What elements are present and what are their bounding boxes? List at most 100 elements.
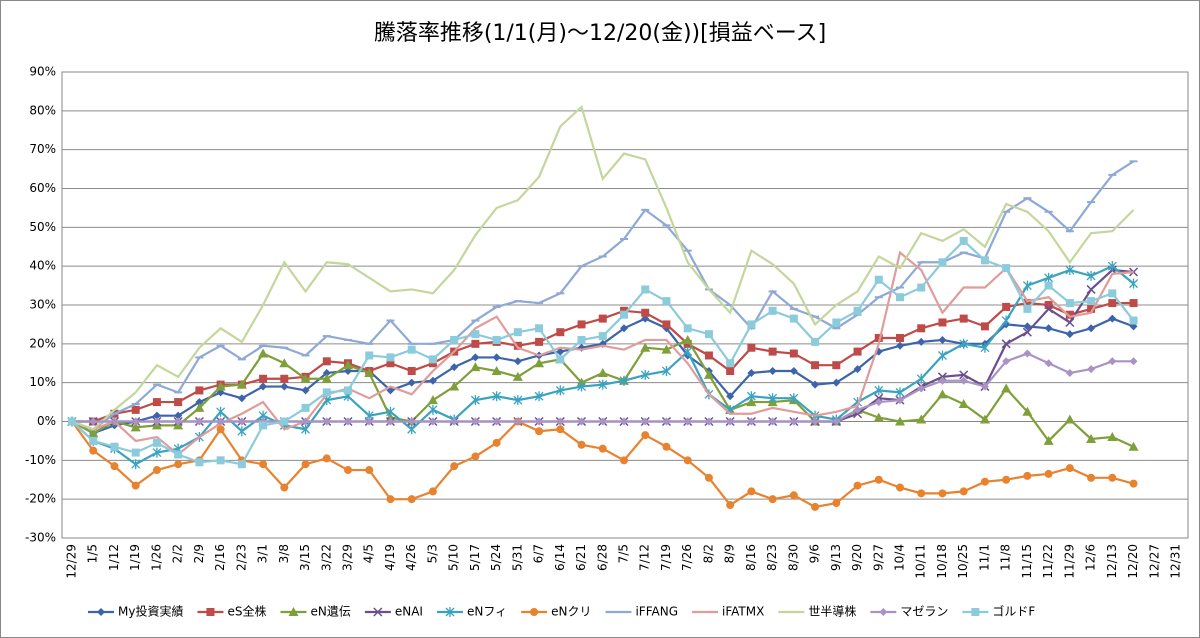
point	[89, 446, 98, 455]
point	[450, 462, 459, 471]
point	[492, 391, 502, 402]
point	[916, 414, 927, 424]
point	[89, 417, 98, 426]
point	[641, 417, 650, 426]
legend-label: eNAI	[395, 605, 423, 619]
legend-label: eS全株	[227, 604, 266, 619]
point	[450, 417, 459, 426]
x-tick-label: 8/2	[701, 544, 715, 563]
point	[300, 373, 311, 383]
point	[301, 403, 310, 412]
point	[174, 417, 183, 426]
x-tick-label: 7/5	[617, 544, 631, 563]
point	[598, 379, 608, 390]
point	[641, 308, 650, 317]
x-tick-label: 11/15	[1020, 544, 1034, 579]
point	[470, 395, 480, 406]
point	[938, 335, 947, 344]
x-tick-label: 5/10	[447, 544, 461, 571]
point	[322, 357, 331, 366]
point	[492, 438, 501, 447]
point	[726, 392, 735, 401]
point	[1044, 301, 1053, 309]
point	[512, 371, 523, 381]
point	[556, 417, 565, 426]
point	[259, 374, 268, 383]
x-tick-label: 2/16	[213, 544, 227, 571]
point	[1065, 368, 1074, 377]
point	[279, 358, 290, 368]
point	[1087, 297, 1096, 306]
point	[535, 337, 544, 346]
point	[620, 310, 628, 319]
x-tick-label: 10/11	[914, 544, 928, 579]
point	[1087, 473, 1096, 482]
x-tick-label: 5/17	[468, 544, 482, 571]
point	[980, 382, 989, 391]
point	[280, 483, 289, 492]
point	[237, 426, 247, 437]
point	[832, 378, 841, 387]
point	[470, 362, 481, 372]
legend-label: My投資実績	[118, 604, 183, 619]
point	[620, 456, 628, 465]
point	[1108, 289, 1117, 298]
point	[1002, 302, 1011, 311]
legend-marker	[879, 608, 888, 616]
point	[386, 359, 395, 368]
point	[365, 417, 374, 426]
point	[662, 442, 671, 451]
point	[980, 342, 990, 353]
chart-title: 騰落率推移(1/1(月)～12/20(金))[損益ベース]	[374, 21, 826, 46]
point	[683, 456, 692, 465]
legend-marker	[373, 607, 383, 617]
point	[407, 417, 416, 426]
point	[407, 367, 416, 376]
point	[1087, 365, 1096, 374]
point	[683, 417, 692, 426]
point	[259, 421, 268, 430]
point	[513, 328, 522, 337]
point	[471, 353, 480, 362]
x-tick-label: 1/26	[149, 544, 163, 571]
point	[428, 355, 437, 364]
x-tick-label: 7/19	[659, 544, 673, 571]
x-tick-label: 4/5	[362, 544, 376, 563]
point	[747, 417, 756, 426]
x-tick-label: 2/2	[171, 544, 185, 563]
point	[386, 495, 395, 504]
legend-label: eNクリ	[551, 605, 591, 619]
x-tick-label: 3/29	[341, 544, 355, 571]
legend-item: My投資実績	[88, 604, 183, 619]
point	[640, 342, 651, 352]
legend-item: マゼラン	[870, 605, 948, 619]
x-tick-label: 11/22	[1041, 544, 1055, 579]
point	[577, 440, 586, 449]
y-tick-label: 50%	[29, 220, 56, 234]
point	[811, 417, 820, 426]
point	[938, 350, 947, 361]
point	[152, 411, 161, 420]
point	[131, 417, 140, 426]
legend-label: 世半導株	[808, 604, 856, 619]
x-tick-label: 11/8	[999, 544, 1013, 571]
point	[1001, 315, 1011, 326]
point	[386, 353, 395, 362]
point	[301, 417, 310, 426]
point	[556, 355, 565, 364]
point	[535, 427, 544, 436]
point	[726, 359, 735, 368]
point	[215, 381, 226, 391]
x-tick-label: 9/27	[871, 544, 885, 571]
point	[1129, 479, 1138, 488]
x-tick-label: 3/22	[319, 544, 333, 571]
legend-marker	[206, 608, 215, 616]
point	[1065, 299, 1074, 308]
point	[1129, 278, 1138, 289]
point	[343, 360, 353, 370]
point	[216, 425, 225, 434]
point	[811, 361, 820, 370]
point	[152, 447, 162, 458]
point	[195, 417, 204, 426]
